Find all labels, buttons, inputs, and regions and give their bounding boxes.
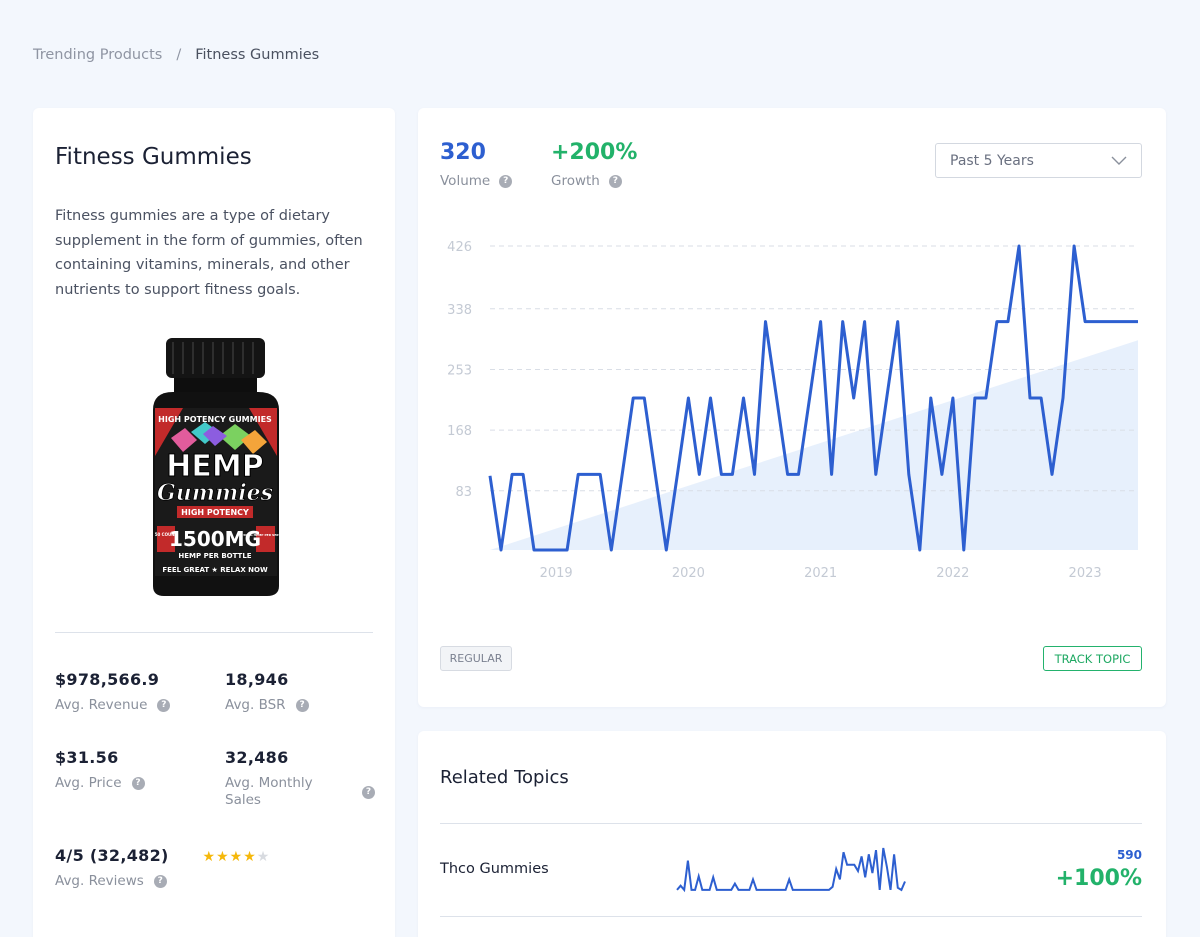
- x-tick-label: 2023: [1069, 566, 1102, 581]
- label-line6: HEMP PER BOTTLE: [178, 552, 251, 560]
- label-line3: Gummies: [157, 480, 273, 506]
- label-side-left: 50 COUNT: [155, 532, 178, 537]
- question-circle-icon[interactable]: ?: [295, 698, 309, 712]
- question-circle-icon[interactable]: ?: [131, 776, 145, 790]
- stat-bsr: 18,946 Avg. BSR?: [225, 670, 309, 713]
- y-tick-label: 338: [447, 303, 472, 318]
- label-line7: FEEL GREAT ★ RELAX NOW: [162, 566, 268, 574]
- product-image: HIGH POTENCY GUMMIES HEMP Gummies HIGH P…: [153, 338, 288, 596]
- growth-metric: +200% Growth?: [551, 140, 637, 189]
- x-tick-label: 2020: [672, 566, 705, 581]
- related-topics-card: Related Topics Thco Gummies 590 +100%: [418, 731, 1166, 937]
- trend-card: 320 Volume? +200% Growth? Past 5 Years 8…: [418, 108, 1166, 707]
- stat-reviews: 4/5 (32,482) ★★★★★ Avg. Reviews?: [55, 846, 270, 889]
- y-tick-label: 83: [455, 485, 472, 500]
- label-line1: HIGH POTENCY GUMMIES: [158, 415, 272, 424]
- volume-label: Volume: [440, 173, 491, 189]
- label-side-right: 30MG HEMP PER SERVING: [243, 533, 288, 537]
- related-topic-sparkline: [676, 847, 906, 893]
- period-selected: Past 5 Years: [950, 152, 1034, 169]
- product-description: Fitness gummies are a type of dietary su…: [55, 208, 363, 298]
- question-circle-icon[interactable]: ?: [157, 698, 171, 712]
- stat-price-label: Avg. Price: [55, 775, 122, 791]
- related-topic-name[interactable]: Thco Gummies: [440, 861, 549, 877]
- stat-price-value: $31.56: [55, 748, 119, 767]
- question-circle-icon[interactable]: ?: [608, 174, 622, 188]
- stats-divider: [55, 632, 373, 633]
- breadcrumb-current: Fitness Gummies: [195, 47, 320, 63]
- star-icon: ★: [229, 849, 244, 865]
- y-tick-label: 253: [447, 363, 472, 378]
- regular-badge: REGULAR: [440, 646, 512, 671]
- question-circle-icon[interactable]: ?: [153, 874, 167, 888]
- star-icon: ★: [243, 849, 257, 865]
- breadcrumb: Trending Products / Fitness Gummies: [33, 47, 319, 63]
- volume-metric: 320 Volume?: [440, 140, 513, 189]
- stat-bsr-label: Avg. BSR: [225, 697, 286, 713]
- label-line4: HIGH POTENCY: [181, 508, 249, 517]
- row-divider: [440, 823, 1142, 824]
- series-line: [488, 244, 1138, 552]
- label-line2: HEMP: [166, 449, 263, 484]
- period-dropdown[interactable]: Past 5 Years: [935, 143, 1142, 178]
- growth-label: Growth: [551, 173, 600, 189]
- star-icon: ★: [202, 849, 217, 865]
- related-topic-growth: +100%: [1055, 866, 1142, 891]
- track-topic-button[interactable]: TRACK TOPIC: [1043, 646, 1142, 671]
- question-circle-icon[interactable]: ?: [499, 174, 513, 188]
- stat-monthly-sales-value: 32,486: [225, 748, 289, 767]
- rating-stars: ★★★★★: [203, 849, 271, 865]
- product-card: Fitness Gummies Fitness gummies are a ty…: [33, 108, 395, 937]
- stat-revenue: $978,566.9 Avg. Revenue?: [55, 670, 171, 713]
- x-tick-label: 2019: [540, 566, 573, 581]
- star-empty-icon: ★: [256, 849, 271, 865]
- star-icon: ★: [216, 849, 230, 865]
- related-topic-volume: 590: [1116, 848, 1142, 862]
- stat-bsr-value: 18,946: [225, 670, 289, 689]
- trend-band: [490, 340, 1138, 550]
- breadcrumb-link-trending-products[interactable]: Trending Products: [33, 47, 163, 63]
- x-tick-label: 2021: [804, 566, 837, 581]
- trend-chart: 83 168 253 338 426 2019 2020 2021 2022 2023: [447, 240, 1138, 581]
- y-tick-label: 168: [447, 424, 472, 439]
- breadcrumb-separator: /: [176, 47, 182, 63]
- stat-monthly-sales: 32,486 Avg. Monthly Sales ?: [225, 748, 375, 809]
- stat-reviews-value: 4/5 (32,482): [55, 846, 169, 865]
- product-title: Fitness Gummies: [55, 144, 252, 170]
- growth-value: +200%: [551, 140, 638, 165]
- row-divider: [440, 916, 1142, 917]
- stat-price: $31.56 Avg. Price?: [55, 748, 145, 791]
- stat-monthly-sales-label: Avg. Monthly Sales: [225, 775, 313, 808]
- question-circle-icon[interactable]: ?: [362, 785, 375, 799]
- volume-value: 320: [440, 140, 486, 165]
- x-tick-label: 2022: [936, 566, 969, 581]
- stat-reviews-label: Avg. Reviews: [55, 873, 144, 889]
- related-topics-title: Related Topics: [440, 767, 569, 788]
- label-line5: 1500MG: [169, 527, 261, 551]
- stat-revenue-label: Avg. Revenue: [55, 697, 148, 713]
- sparkline-line: [676, 847, 906, 893]
- chevron-down-icon: [1111, 156, 1127, 165]
- stat-revenue-value: $978,566.9: [55, 670, 160, 689]
- y-tick-label: 426: [447, 240, 472, 255]
